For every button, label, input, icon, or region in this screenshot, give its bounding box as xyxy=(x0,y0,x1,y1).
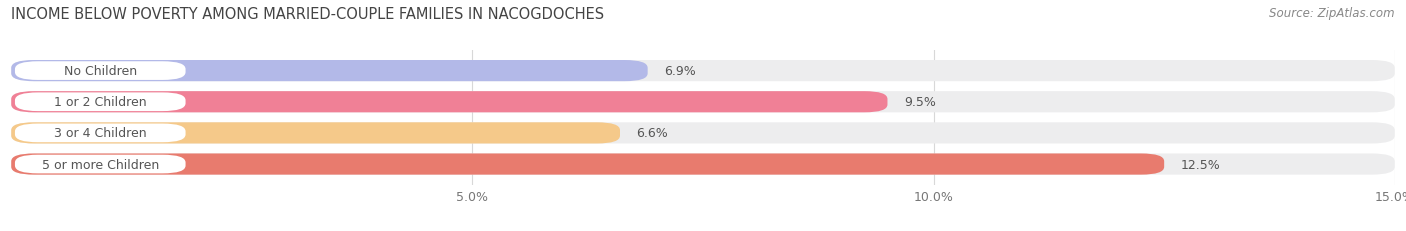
Text: Source: ZipAtlas.com: Source: ZipAtlas.com xyxy=(1270,7,1395,20)
FancyBboxPatch shape xyxy=(15,155,186,174)
FancyBboxPatch shape xyxy=(11,154,1164,175)
FancyBboxPatch shape xyxy=(15,124,186,143)
Text: 5 or more Children: 5 or more Children xyxy=(42,158,159,171)
FancyBboxPatch shape xyxy=(11,154,1395,175)
Text: 12.5%: 12.5% xyxy=(1181,158,1220,171)
Text: 6.9%: 6.9% xyxy=(664,65,696,78)
FancyBboxPatch shape xyxy=(15,62,186,81)
FancyBboxPatch shape xyxy=(11,123,1395,144)
FancyBboxPatch shape xyxy=(11,61,1395,82)
FancyBboxPatch shape xyxy=(15,93,186,112)
FancyBboxPatch shape xyxy=(11,92,1395,113)
Text: 6.6%: 6.6% xyxy=(637,127,668,140)
FancyBboxPatch shape xyxy=(11,61,648,82)
Text: 9.5%: 9.5% xyxy=(904,96,936,109)
FancyBboxPatch shape xyxy=(11,92,887,113)
Text: 1 or 2 Children: 1 or 2 Children xyxy=(53,96,146,109)
Text: No Children: No Children xyxy=(63,65,136,78)
Text: INCOME BELOW POVERTY AMONG MARRIED-COUPLE FAMILIES IN NACOGDOCHES: INCOME BELOW POVERTY AMONG MARRIED-COUPL… xyxy=(11,7,605,22)
FancyBboxPatch shape xyxy=(11,123,620,144)
Text: 3 or 4 Children: 3 or 4 Children xyxy=(53,127,146,140)
